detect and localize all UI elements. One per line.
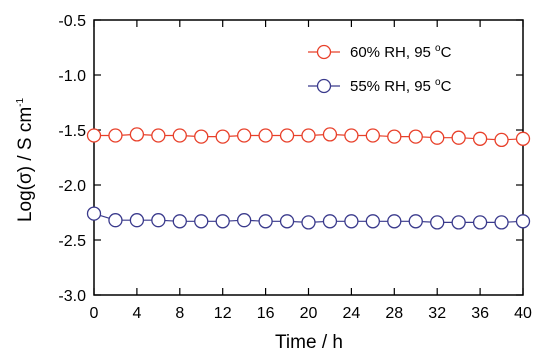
data-point — [236, 128, 252, 143]
data-point — [86, 128, 102, 143]
y-axis-title-main: Log(σ) / S cm — [15, 107, 36, 222]
series-0 — [86, 127, 531, 148]
legend-label-60rh: 60% RH, 95 oC — [350, 43, 452, 61]
legend: 60% RH, 95 oC 55% RH, 95 oC — [308, 43, 452, 95]
data-point — [151, 128, 166, 143]
data-point — [430, 215, 445, 230]
data-point — [322, 214, 338, 229]
y-axis-title: Log(σ) / S cm-1 — [15, 98, 36, 223]
data-point — [129, 213, 145, 228]
data-point — [172, 214, 187, 229]
y-tick-label: -3.0 — [58, 288, 86, 305]
legend-marker-55rh — [316, 78, 332, 94]
x-tick-label: 0 — [90, 305, 99, 322]
data-point — [108, 213, 123, 228]
data-point — [108, 128, 123, 143]
y-axis: -0.5 -1.0 -1.5 -2.0 -2.5 -3.0 — [58, 13, 523, 305]
data-point — [472, 215, 488, 230]
data-point — [451, 130, 466, 145]
legend-entry-55rh: 55% RH, 95 oC — [308, 77, 452, 95]
data-point — [322, 127, 338, 142]
y-axis-title-sup: -1 — [15, 98, 26, 107]
series-layer — [86, 127, 531, 230]
data-point — [301, 215, 316, 230]
x-tick-label: 8 — [175, 305, 184, 322]
data-point — [408, 214, 423, 229]
x-tick-label: 36 — [471, 305, 489, 322]
data-point — [151, 213, 166, 228]
y-tick-label: -0.5 — [58, 13, 86, 30]
data-point — [430, 130, 445, 145]
data-point — [194, 214, 209, 229]
y-tick-label: -1.0 — [58, 68, 86, 85]
x-tick-label: 16 — [257, 305, 275, 322]
legend-marker-60rh — [316, 44, 332, 60]
x-axis-title: Time / h — [275, 332, 343, 352]
data-point — [365, 214, 381, 229]
y-tick-label: -2.0 — [58, 178, 86, 195]
data-point — [236, 213, 252, 228]
data-point — [344, 128, 359, 143]
data-point — [86, 206, 102, 221]
data-point — [194, 129, 209, 144]
data-point — [279, 128, 295, 143]
data-point — [451, 215, 466, 230]
data-point — [344, 214, 359, 229]
data-point — [129, 127, 145, 142]
x-tick-label: 32 — [428, 305, 446, 322]
data-point — [408, 129, 423, 144]
plot-area-border — [93, 19, 524, 296]
y-tick-label: -1.5 — [58, 123, 86, 140]
data-point — [387, 214, 402, 229]
data-point — [494, 132, 509, 148]
series-1 — [86, 206, 531, 230]
plot-frame — [93, 19, 524, 296]
x-tick-label: 28 — [385, 305, 403, 322]
data-point — [365, 128, 381, 143]
data-point — [279, 214, 295, 229]
data-point — [215, 129, 230, 144]
data-point — [172, 128, 187, 143]
legend-entry-60rh: 60% RH, 95 oC — [308, 43, 452, 61]
data-point — [215, 214, 230, 229]
data-point — [494, 215, 509, 230]
data-point — [301, 128, 316, 143]
data-point — [387, 129, 402, 144]
data-point — [515, 214, 531, 229]
x-tick-label: 20 — [300, 305, 318, 322]
x-tick-label: 4 — [132, 305, 141, 322]
x-tick-label: 24 — [343, 305, 361, 322]
y-tick-label: -2.5 — [58, 233, 86, 250]
legend-label-55rh: 55% RH, 95 oC — [350, 77, 452, 95]
x-tick-label: 12 — [214, 305, 232, 322]
data-point — [472, 131, 488, 146]
x-axis: 0 4 8 12 16 20 24 28 32 36 40 — [90, 20, 532, 322]
data-point — [258, 128, 273, 143]
data-point — [258, 214, 273, 229]
x-tick-label: 40 — [514, 305, 532, 322]
data-point — [515, 131, 531, 146]
